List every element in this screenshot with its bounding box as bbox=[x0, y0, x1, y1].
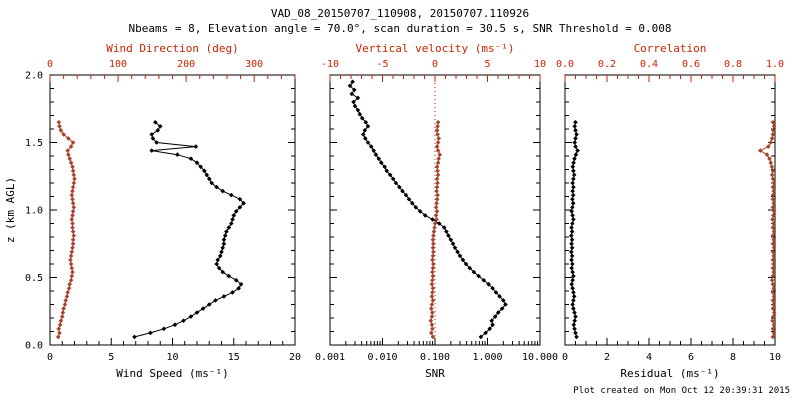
x-tick-label: 1.000 bbox=[472, 352, 502, 363]
panel-frame bbox=[564, 74, 776, 346]
plot-subtitle: Nbeams = 8, Elevation angle = 70.0°, sca… bbox=[128, 22, 672, 35]
plot-title: VAD_08_20150707_110908, 20150707.110926 bbox=[270, 7, 530, 20]
top-tick-label: 0.6 bbox=[682, 59, 700, 70]
x-tick-label: 10 bbox=[166, 352, 178, 363]
panel-wind: 0 5 10 15 20 Wind Speed (ms⁻¹) 0 100 200 300 Wind … bbox=[25, 42, 301, 380]
bottom-axis-title: Residual (ms⁻¹) bbox=[620, 367, 719, 380]
top-axis-title: Vertical velocity (ms⁻¹) bbox=[356, 42, 515, 55]
wind-speed-markers bbox=[132, 120, 246, 340]
correlation-markers bbox=[758, 120, 777, 340]
x-tick-label: 8 bbox=[730, 352, 736, 363]
x-tick-label: 20 bbox=[289, 352, 301, 363]
top-tick-label: 0 bbox=[47, 59, 53, 70]
top-axis-title: Wind Direction (deg) bbox=[106, 42, 238, 55]
y-axis bbox=[565, 74, 775, 346]
top-tick-label: 0.0 bbox=[556, 59, 574, 70]
top-tick-label: 0.8 bbox=[724, 59, 742, 70]
snr-markers bbox=[347, 79, 508, 340]
top-tick-label: 300 bbox=[245, 59, 263, 70]
top-axis: 0 100 200 300 Wind Direction (deg) bbox=[47, 42, 296, 82]
snr-line bbox=[349, 81, 507, 338]
top-axis: 0.0 0.2 0.4 0.6 0.8 1.0 Correlation bbox=[556, 42, 784, 82]
x-tick-label: 0 bbox=[47, 352, 53, 363]
x-tick-label: 2 bbox=[604, 352, 610, 363]
x-tick-label: 0.100 bbox=[420, 352, 450, 363]
top-axis: -10 -5 0 5 10 Vertical velocity (ms⁻¹) bbox=[321, 42, 546, 82]
top-tick-label: 0.4 bbox=[640, 59, 658, 70]
panel-snr: 0.001 0.010 0.100 1.000 10.000 SNR -10 -5 0 5 10 Ve… bbox=[315, 42, 558, 380]
bottom-axis: 0.001 0.010 0.100 1.000 10.000 SNR bbox=[315, 338, 558, 380]
bottom-axis: 0 2 4 6 8 10 Residual (ms⁻¹) bbox=[562, 338, 781, 380]
y-tick-label: 0.5 bbox=[25, 273, 43, 284]
residual-markers bbox=[569, 120, 580, 340]
top-tick-label: -5 bbox=[376, 59, 388, 70]
panel-frame bbox=[49, 74, 296, 346]
wind-direction-markers bbox=[55, 120, 77, 340]
x-tick-label: 0.010 bbox=[367, 352, 397, 363]
x-tick-label: 6 bbox=[688, 352, 694, 363]
wind-speed-line bbox=[134, 121, 245, 338]
top-tick-label: 1.0 bbox=[766, 59, 784, 70]
top-tick-label: -10 bbox=[321, 59, 339, 70]
y-tick-label: 1.5 bbox=[25, 138, 43, 149]
bottom-axis-title: Wind Speed (ms⁻¹) bbox=[116, 367, 229, 380]
top-tick-label: 0.2 bbox=[598, 59, 616, 70]
creation-timestamp: Plot created on Mon Oct 12 20:39:31 2015 bbox=[573, 386, 790, 396]
y-tick-label: 1.0 bbox=[25, 206, 43, 217]
x-tick-label: 0.001 bbox=[315, 352, 345, 363]
x-tick-label: 5 bbox=[108, 352, 114, 363]
bottom-axis-title: SNR bbox=[425, 367, 445, 380]
top-tick-label: 0 bbox=[432, 59, 438, 70]
top-tick-label: 10 bbox=[534, 59, 546, 70]
panel-residual: 0 2 4 6 8 10 Residual (ms⁻¹) 0.0 0.2 0.4 0.6 0.8 1.0… bbox=[556, 42, 784, 380]
top-tick-label: 5 bbox=[484, 59, 490, 70]
x-tick-label: 10.000 bbox=[522, 352, 558, 363]
x-tick-label: 15 bbox=[228, 352, 240, 363]
y-tick-label: 0.0 bbox=[25, 341, 43, 352]
bottom-axis: 0 5 10 15 20 Wind Speed (ms⁻¹) bbox=[47, 338, 301, 380]
vertical-velocity-markers bbox=[428, 120, 442, 340]
top-tick-label: 100 bbox=[109, 59, 127, 70]
y-axis bbox=[330, 74, 540, 346]
top-axis-title: Correlation bbox=[634, 42, 707, 55]
x-tick-label: 0 bbox=[562, 352, 568, 363]
top-tick-label: 200 bbox=[177, 59, 195, 70]
y-tick-label: 2.0 bbox=[25, 71, 43, 82]
y-axis: 0.0 0.5 1.0 1.5 2.0 bbox=[25, 71, 295, 352]
x-tick-label: 4 bbox=[646, 352, 652, 363]
x-tick-label: 10 bbox=[769, 352, 781, 363]
y-axis-title: z (km AGL) bbox=[4, 177, 17, 243]
